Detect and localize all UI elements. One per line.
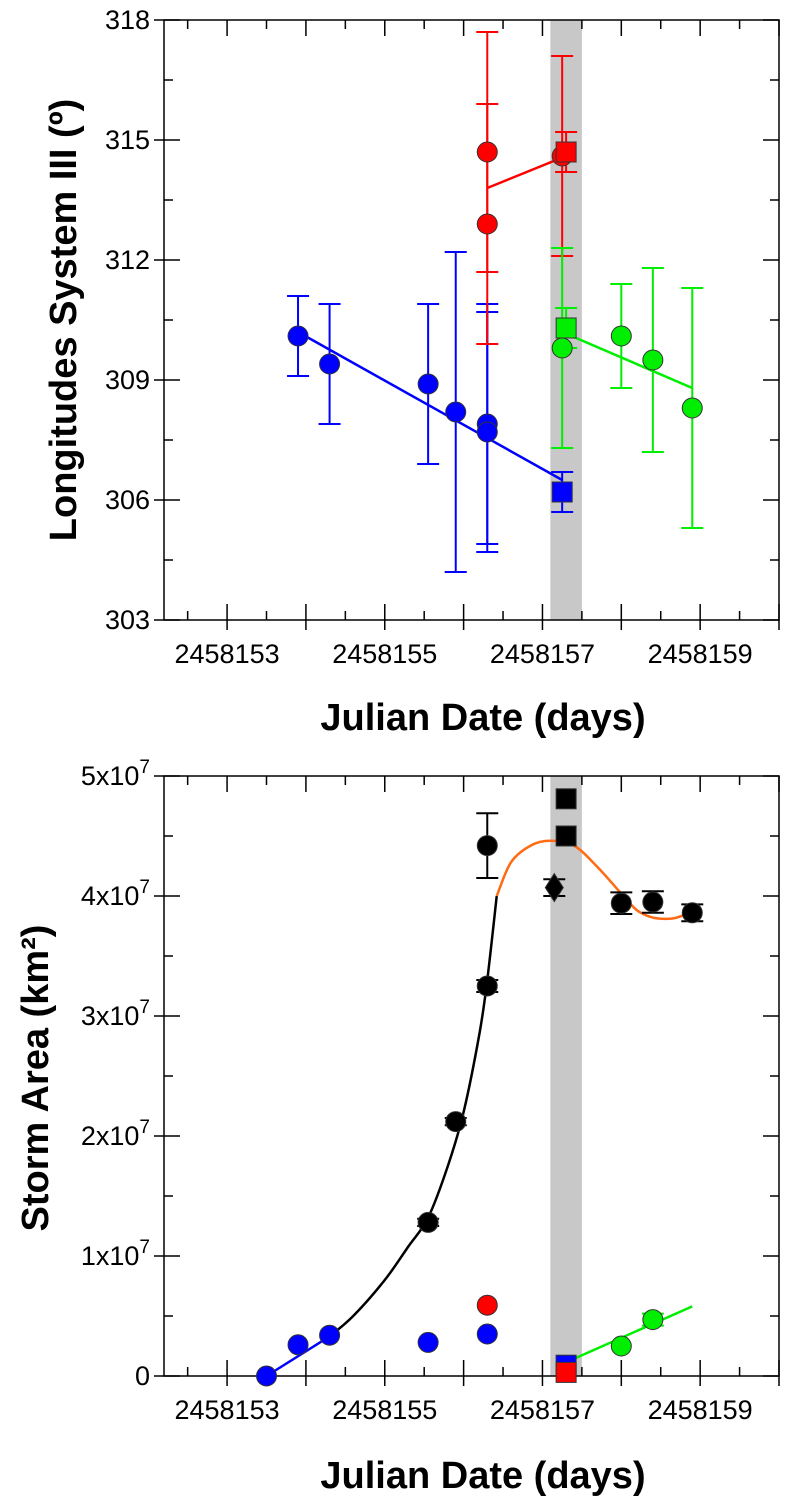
- storm-area-data-point-circle: [642, 1309, 664, 1331]
- longitude-x-tick-label: 2458159: [648, 639, 753, 669]
- longitude-data-point-circle: [445, 401, 467, 423]
- storm-area-data-point-circle: [476, 1323, 498, 1345]
- longitude-y-tick-label: 306: [105, 485, 150, 515]
- storm-area-data-point-diamond: [544, 872, 564, 903]
- longitude-y-tick-label: 312: [105, 245, 150, 275]
- storm-area-y-tick-label: 4x107: [81, 877, 150, 911]
- storm-area-data-point-square: [555, 788, 577, 810]
- longitude-data-point-circle: [417, 373, 439, 395]
- longitude-data-point-square: [555, 317, 577, 339]
- longitude-x-tick-label: 2458157: [490, 639, 595, 669]
- storm-area-data-point-circle: [256, 1365, 277, 1387]
- longitude-data-point-circle: [551, 337, 573, 359]
- storm-area-data-point-circle: [642, 891, 664, 913]
- longitude-data-point-square: [551, 481, 573, 503]
- longitude-y-axis-title: Longitudes System III (º): [43, 99, 85, 541]
- storm-area-x-tick-label: 2458157: [490, 1395, 595, 1425]
- storm-area-data-point-circle: [417, 1331, 439, 1353]
- storm-area-x-axis-title: Julian Date (days): [320, 1455, 645, 1497]
- longitude-data-point-circle: [476, 421, 498, 443]
- storm-area-data-point-circle: [287, 1334, 309, 1356]
- storm-area-data-point-circle: [681, 902, 703, 924]
- longitude-fit-line: [297, 330, 563, 482]
- longitude-panel: 2458153 2458155 2458157 2458159 303 306 309 312…: [43, 5, 780, 739]
- storm-area-data-point-square: [555, 1361, 577, 1383]
- storm-area-data-point-circle: [476, 1294, 498, 1316]
- storm-area-data-point-circle: [445, 1111, 467, 1133]
- longitude-plot-frame: [163, 19, 780, 621]
- storm-area-y-axis-title: Storm Area (km²): [15, 925, 57, 1232]
- storm-area-shaded-band: [550, 776, 582, 1376]
- storm-area-data-point-circle: [476, 975, 498, 997]
- storm-area-y-tick-label: 5x107: [81, 757, 150, 791]
- storm-area-panel: 2458153 2458155 2458157 2458159 0 1x107 2x107 3…: [15, 757, 780, 1497]
- longitude-y-tick-label: 303: [105, 605, 150, 635]
- longitude-data-point-square: [555, 141, 577, 163]
- longitude-data-point-circle: [287, 325, 309, 347]
- storm-area-fit-curve: [495, 839, 693, 921]
- storm-area-fit-line: [265, 1335, 331, 1378]
- storm-area-y-tick-label: 2x107: [81, 1117, 150, 1151]
- storm-area-data-point-circle: [610, 892, 632, 914]
- storm-area-data-point-square: [555, 825, 577, 847]
- longitude-data-point-circle: [476, 213, 498, 235]
- longitude-y-tick-label: 309: [105, 365, 150, 395]
- storm-area-data-point-circle: [476, 835, 498, 857]
- storm-area-data-point-circle: [417, 1211, 439, 1233]
- storm-area-y-tick-label: 1x107: [81, 1237, 150, 1271]
- storm-area-data-point-circle: [319, 1324, 341, 1346]
- storm-area-x-tick-label: 2458159: [648, 1395, 753, 1425]
- longitude-fit-line: [486, 154, 567, 190]
- longitude-fit-line: [561, 330, 693, 390]
- longitude-y-tick-label: 315: [105, 125, 150, 155]
- storm-area-y-tick-label: 3x107: [81, 997, 150, 1031]
- storm-area-x-tick-label: 2458155: [332, 1395, 437, 1425]
- storm-area-y-tick-label: 0: [135, 1361, 150, 1391]
- longitude-data-point-circle: [319, 353, 341, 375]
- longitude-y-tick-label: 318: [105, 5, 150, 35]
- longitude-x-axis-title: Julian Date (days): [320, 697, 645, 739]
- longitude-data-point-circle: [610, 325, 632, 347]
- storm-area-fit-curve: [328, 895, 498, 1338]
- longitude-x-tick-label: 2458155: [332, 639, 437, 669]
- storm-area-x-tick-label: 2458153: [175, 1395, 280, 1425]
- longitude-data-point-circle: [476, 141, 498, 163]
- storm-area-data-point-circle: [610, 1335, 632, 1357]
- storm-area-fit-line: [561, 1305, 693, 1366]
- longitude-data-point-circle: [642, 349, 664, 371]
- longitude-x-tick-label: 2458153: [175, 639, 280, 669]
- longitude-data-point-circle: [681, 397, 703, 419]
